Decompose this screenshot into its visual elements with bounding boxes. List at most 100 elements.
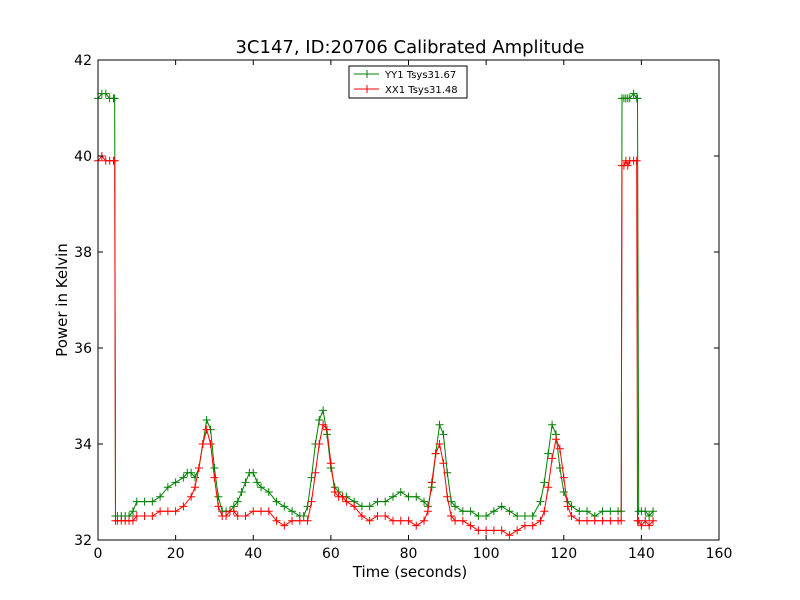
data-point	[528, 512, 537, 520]
data-point	[194, 464, 203, 472]
data-point	[435, 420, 444, 429]
data-point	[288, 507, 297, 516]
data-point	[412, 521, 421, 530]
data-point	[458, 507, 467, 516]
data-point	[101, 89, 110, 98]
data-point	[632, 156, 641, 165]
data-point	[551, 435, 560, 444]
data-point	[381, 512, 390, 520]
data-point	[482, 526, 491, 535]
data-point	[338, 492, 347, 501]
legend-label: YY1 Tsys31.67	[384, 70, 456, 81]
data-point	[233, 512, 242, 520]
data-point	[633, 94, 642, 103]
data-point	[641, 507, 650, 516]
y-axis-label: Power in Kelvin	[53, 243, 71, 357]
data-point	[563, 502, 572, 511]
y-tick-label: 38	[74, 245, 92, 261]
data-point	[187, 492, 196, 501]
legend-marker	[363, 85, 371, 93]
data-point	[156, 492, 165, 501]
data-point	[536, 516, 545, 525]
data-point	[357, 512, 366, 520]
data-point	[342, 497, 351, 506]
legend-marker	[363, 70, 371, 78]
data-point	[575, 516, 584, 525]
data-point	[606, 507, 615, 516]
data-point	[431, 449, 440, 458]
data-point	[288, 516, 297, 525]
y-tick-label: 40	[74, 149, 92, 165]
data-point	[520, 512, 529, 520]
legend-label: XX1 Tsys31.48	[385, 85, 458, 96]
data-point	[202, 425, 211, 434]
data-point	[381, 497, 390, 506]
x-tick-label: 0	[94, 546, 103, 562]
data-point	[357, 502, 366, 511]
data-point	[365, 502, 374, 511]
data-point	[303, 516, 312, 525]
data-point	[163, 483, 172, 492]
data-point	[423, 507, 432, 516]
data-point	[427, 478, 436, 487]
data-point	[443, 492, 452, 501]
data-point	[567, 512, 576, 520]
data-point	[110, 156, 119, 165]
legend: YY1 Tsys31.67 XX1 Tsys31.48	[348, 65, 468, 99]
data-point	[373, 512, 382, 520]
data-point	[311, 468, 320, 477]
data-point	[598, 516, 607, 525]
y-tick-label: 36	[74, 341, 92, 357]
data-point	[148, 512, 157, 520]
data-point	[171, 478, 180, 487]
x-tick-label: 80	[400, 546, 418, 562]
data-point	[606, 516, 615, 525]
x-axis-label: Time (seconds)	[352, 563, 468, 581]
data-point	[233, 497, 242, 506]
chart-title: 3C147, ID:20706 Calibrated Amplitude	[235, 37, 584, 58]
x-tick-label: 140	[628, 546, 655, 562]
data-point	[299, 512, 308, 520]
data-point	[253, 478, 262, 487]
data-point	[257, 483, 266, 492]
series-2	[94, 152, 658, 540]
x-tick-label: 20	[167, 546, 185, 562]
data-point	[179, 473, 188, 482]
data-point	[237, 488, 246, 496]
data-point	[264, 507, 273, 516]
data-point	[365, 516, 374, 525]
data-point	[315, 416, 324, 424]
data-point	[179, 502, 188, 511]
data-point	[264, 488, 273, 496]
data-point	[645, 512, 654, 520]
data-point	[439, 459, 448, 468]
data-point	[156, 507, 165, 516]
data-point	[583, 507, 592, 516]
data-point	[319, 406, 328, 415]
data-point	[617, 516, 626, 525]
data-point	[497, 502, 506, 511]
data-point	[474, 526, 483, 535]
data-point	[559, 473, 568, 482]
data-point	[625, 94, 634, 103]
data-point	[540, 507, 549, 516]
data-point	[528, 521, 537, 530]
data-point	[322, 425, 331, 434]
data-point	[206, 440, 215, 448]
data-point	[544, 449, 553, 458]
data-point	[513, 526, 522, 535]
data-point	[404, 492, 413, 501]
data-point	[583, 516, 592, 525]
data-point	[505, 507, 514, 516]
y-tick-label: 32	[74, 533, 92, 549]
data-point	[649, 516, 658, 525]
data-point	[222, 512, 231, 520]
data-point	[548, 420, 557, 429]
data-point	[482, 512, 491, 520]
data-point	[555, 444, 564, 453]
data-point	[132, 497, 141, 506]
data-point	[128, 516, 137, 525]
data-point	[272, 497, 281, 506]
